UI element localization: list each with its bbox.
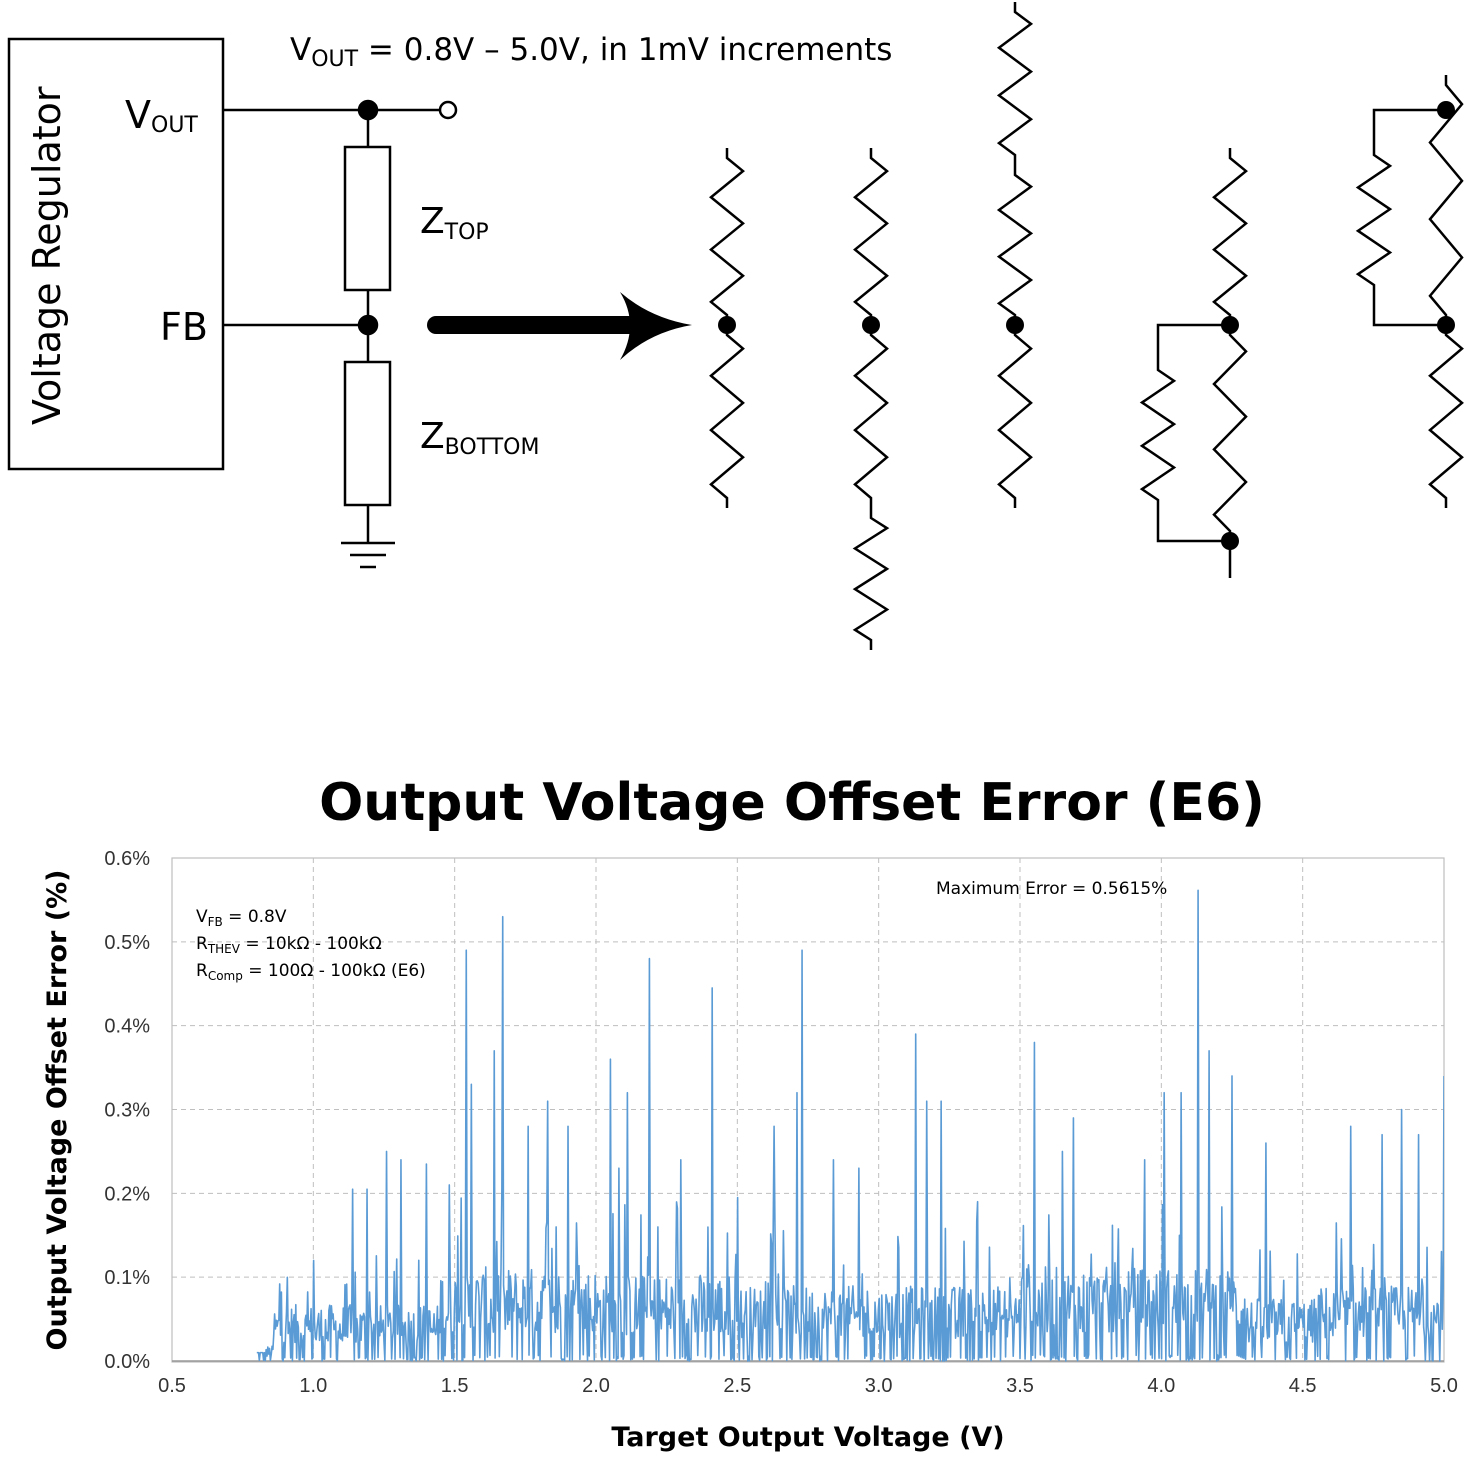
net5-node [1437,316,1455,334]
net3-bottom-resistor [997,325,1033,508]
ztop-impedance [343,145,392,292]
zbottom-impedance [343,360,392,507]
y-tick-label: 0.3% [104,1100,150,1122]
net3-top-resistor-b [996,165,1034,325]
rthev-annotation: RTHEV = 10kΩ - 100kΩ [196,934,382,956]
x-tick-label: 3.5 [1006,1375,1034,1397]
ground-icon [341,541,395,569]
x-tick-label: 4.5 [1289,1375,1317,1397]
resistor-networks [709,2,1464,650]
x-tick-label: 2.0 [582,1375,610,1397]
net4-top-resistor [1212,148,1248,325]
net1-bottom-resistor [709,325,745,508]
vout-pin-label: VOUT [125,93,198,138]
net4-parallel-wire-bottom [1156,510,1232,578]
y-tick-label: 0.6% [104,848,150,870]
net3-top-resistor-a [996,2,1034,165]
x-axis-label: Target Output Voltage (V) [611,1422,1004,1453]
net2-node [862,316,880,334]
net1-top-resistor [709,148,745,325]
rcomp-annotation: RComp = 100Ω - 100kΩ (E6) [196,961,426,983]
regulator-label: Voltage Regulator [25,86,69,425]
net4-bottom-resistor-b [1139,360,1177,510]
net4-node [1221,316,1239,334]
x-tick-label: 5.0 [1430,1375,1458,1397]
x-tick-label: 3.0 [865,1375,893,1397]
y-tick-label: 0.0% [104,1351,150,1373]
net2-bottom-resistor-b [852,508,890,650]
regulator-box [7,37,225,471]
zbottom-label: ZBOTTOM [420,416,539,460]
net5-parallel-wire-bottom [1372,295,1446,327]
vout-terminal [438,100,458,120]
schematic [7,37,458,569]
chart-title: Output Voltage Offset Error (E6) [319,773,1265,833]
net5-parallel-wire-top [1372,108,1446,145]
y-tick-label: 0.2% [104,1183,150,1205]
arrow-right-icon [427,292,692,360]
chart-gridlines [172,858,1444,1361]
x-tick-labels: 0.5 1.0 1.5 2.0 2.5 3.0 3.5 4.0 4.5 5.0 [158,1375,1458,1397]
net4-node-bottom [1221,532,1239,550]
net4-bottom-resistor-a [1212,325,1248,541]
y-tick-labels: 0.0% 0.1% 0.2% 0.3% 0.4% 0.5% 0.6% [104,848,150,1373]
y-tick-label: 0.1% [104,1267,150,1289]
net5-top-resistor-b [1355,145,1393,295]
series-offset-error [256,889,1444,1362]
ztop-label: ZTOP [420,201,489,245]
vfb-annotation: VFB = 0.8V [196,907,287,929]
vout-range-note: VOUT = 0.8V – 5.0V, in 1mV increments [290,32,892,72]
net5-node-top [1437,101,1455,119]
net3-node [1006,316,1024,334]
net1-node [718,316,736,334]
x-tick-label: 1.5 [441,1375,469,1397]
x-tick-label: 4.0 [1147,1375,1175,1397]
net5-bottom-resistor [1428,325,1464,508]
y-tick-label: 0.5% [104,932,150,954]
y-axis-label: Output Voltage Offset Error (%) [42,870,73,1351]
net5-top-resistor-a [1428,75,1464,325]
net4-parallel-wire-top [1156,323,1230,360]
max-error-annotation: Maximum Error = 0.5615% [936,879,1167,899]
fb-node [357,314,379,336]
x-tick-label: 0.5 [158,1375,186,1397]
fb-pin-label: FB [160,305,208,349]
net2-bottom-resistor-a [853,325,889,508]
net2-top-resistor [853,148,889,325]
x-tick-label: 1.0 [299,1375,327,1397]
x-tick-label: 2.5 [723,1375,751,1397]
y-tick-label: 0.4% [104,1016,150,1038]
